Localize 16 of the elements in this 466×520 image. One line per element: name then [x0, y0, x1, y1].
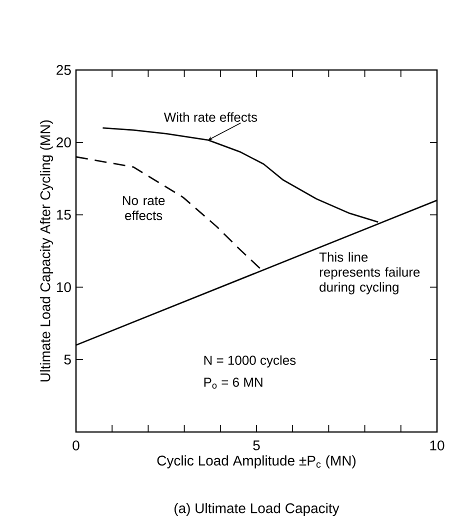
- series-label: With rate effects: [164, 112, 258, 122]
- y-axis-title: Ultimate Load Capacity After Cycling (MN): [40, 120, 54, 382]
- annotation: P$_{o}$ = 6 MN: [204, 378, 262, 389]
- y-tick-label: 15: [56, 210, 71, 220]
- y-tick-label: 5: [64, 354, 71, 364]
- y-tick-label: 25: [56, 65, 71, 75]
- text: (a) Ultimate Load Capacity: [174, 502, 340, 516]
- annotation: N = 1000 cycles: [204, 355, 296, 368]
- x-tick-label: 10: [430, 440, 444, 450]
- x-tick-label: 5: [253, 440, 260, 450]
- y-tick-label: 10: [56, 282, 71, 292]
- series-label: This line represents failure during cycling: [319, 252, 420, 294]
- x-axis-title: Cyclic Load Amplitude ±P$_{c}$ (MN): [157, 455, 356, 468]
- x-tick-label: 0: [72, 440, 80, 450]
- y-tick-label: 20: [56, 137, 71, 148]
- series-label: No rate effects: [122, 196, 165, 220]
